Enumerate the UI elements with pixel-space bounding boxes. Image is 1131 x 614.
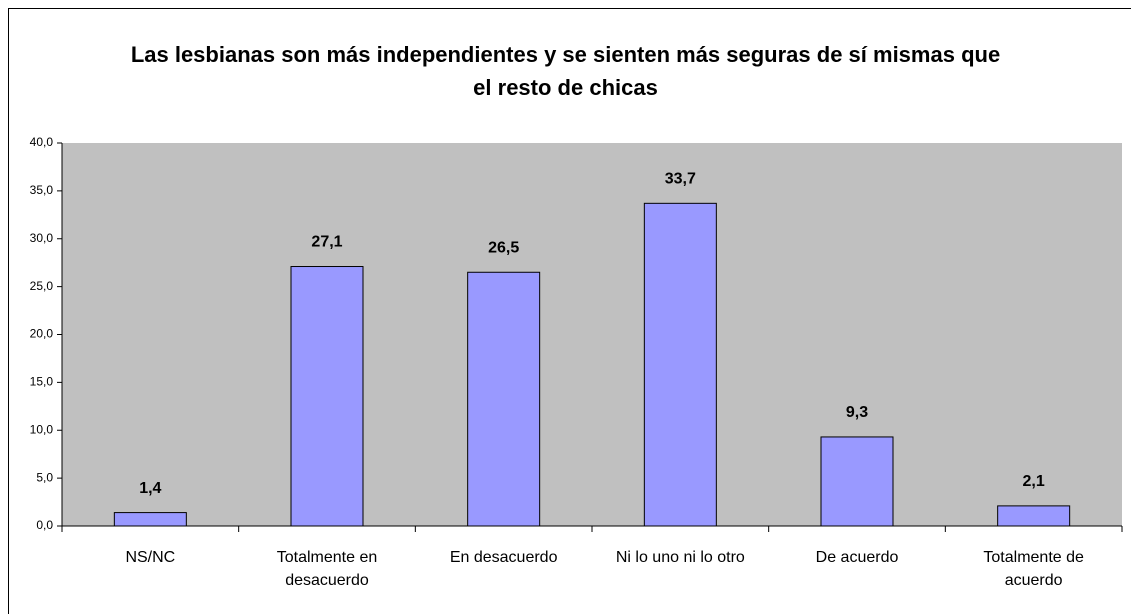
x-tick-label: NS/NC [125,549,176,566]
bar [643,202,717,527]
x-tick-label: Ni lo uno ni lo otro [615,549,745,566]
x-tick-label: En desacuerdo [449,549,558,566]
y-tick-label: 30,0 [30,231,54,245]
bar [467,271,541,527]
data-label: 33,7 [665,171,696,188]
chart-title: Las lesbianas son más independientes y s… [130,42,1001,100]
data-label: 27,1 [311,234,342,251]
bar [113,512,187,527]
data-label: 2,1 [1023,473,1045,490]
bar [997,505,1071,527]
y-tick-label: 15,0 [30,375,54,389]
bar [290,266,364,527]
y-tick-label: 10,0 [30,422,54,436]
y-tick-label: 25,0 [30,279,54,293]
y-tick-label: 0,0 [36,518,53,532]
x-tick-label: Totalmente en desacuerdo [276,549,378,589]
x-tick-label: Totalmente de acuerdo [983,549,1084,589]
plot-area [62,143,1122,526]
data-label: 1,4 [139,480,161,497]
y-tick-label: 5,0 [36,470,53,484]
y-tick-label: 40,0 [30,135,54,149]
y-tick-label: 35,0 [30,183,54,197]
data-label: 9,3 [846,404,868,421]
y-tick-label: 20,0 [30,327,54,341]
x-tick-label: De acuerdo [815,549,899,566]
bar [820,436,894,527]
data-label: 26,5 [488,239,519,256]
